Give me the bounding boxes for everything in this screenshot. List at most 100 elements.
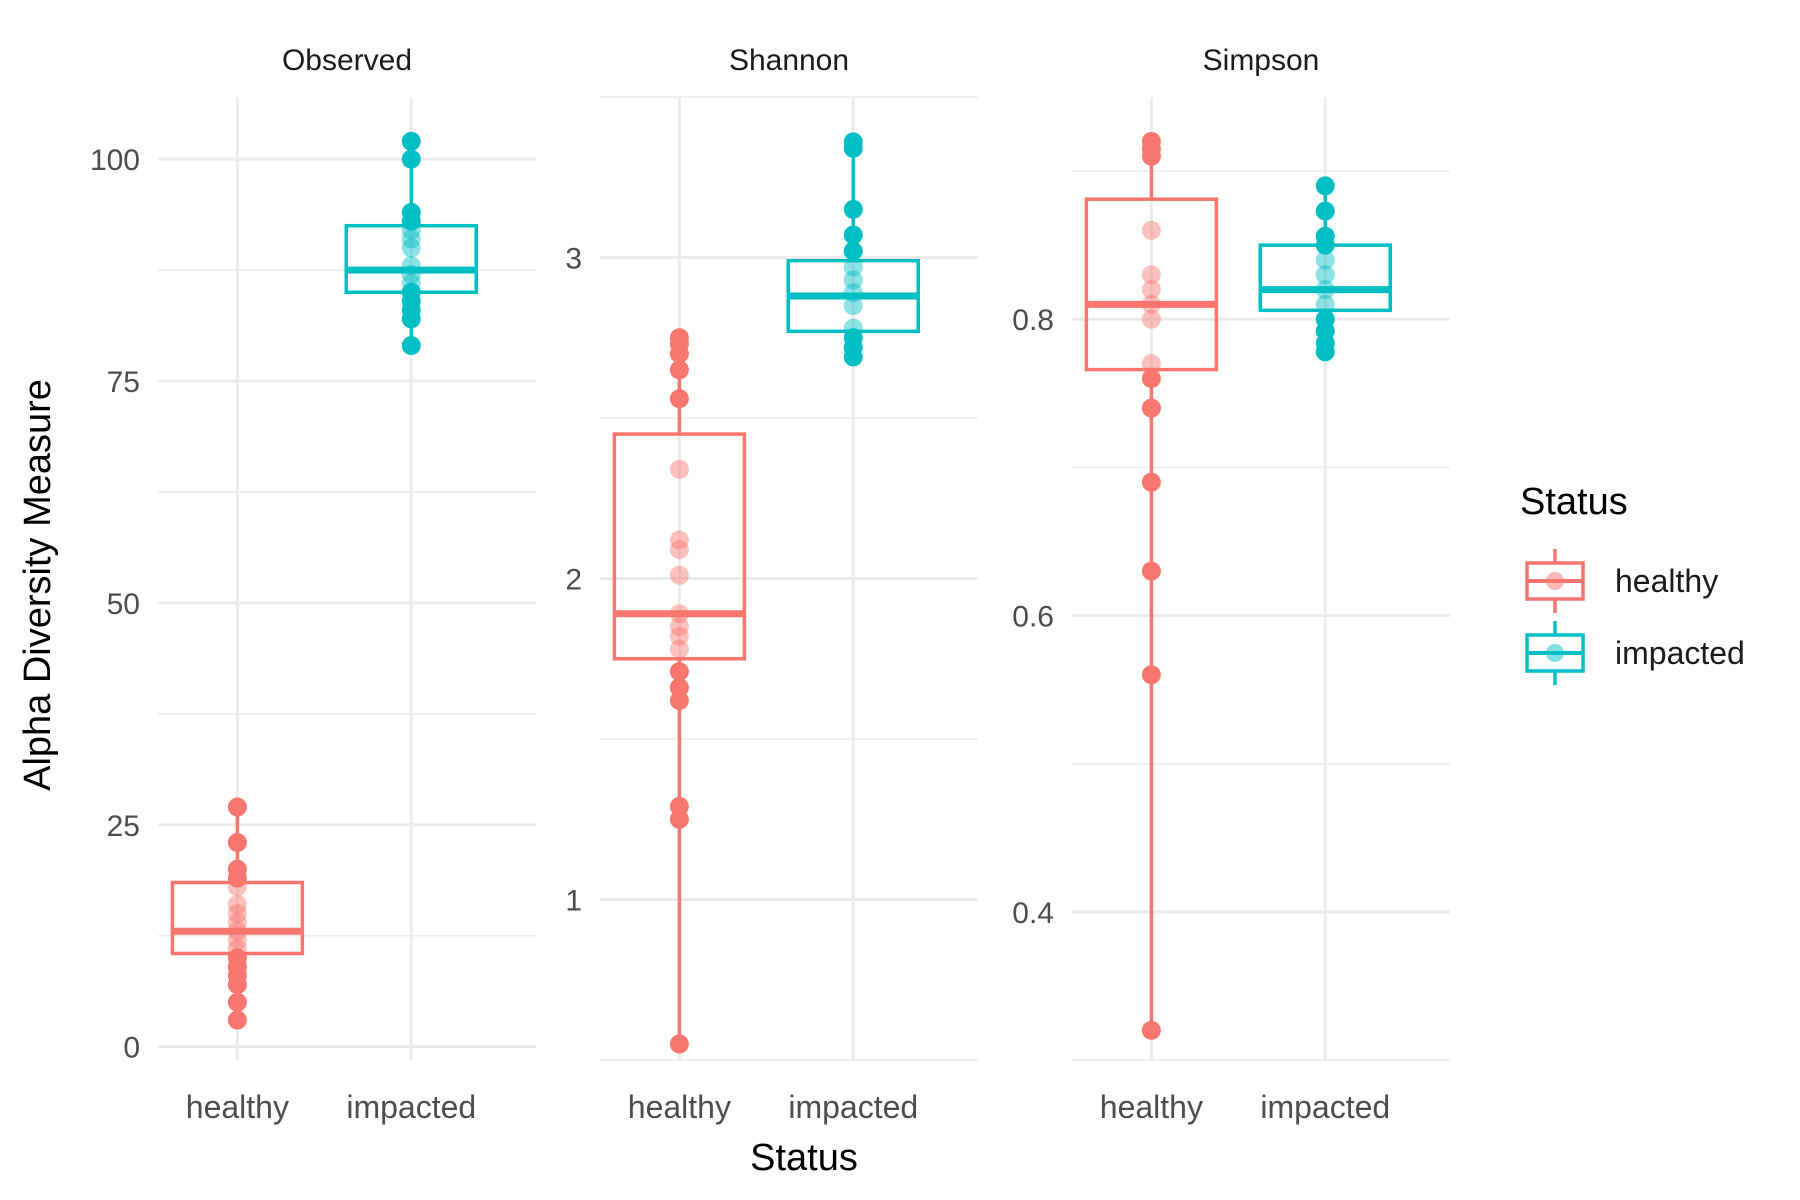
y-tick-label: 0.8 xyxy=(1012,304,1054,337)
data-point xyxy=(227,797,247,817)
facet-title: Observed xyxy=(282,44,412,77)
data-point xyxy=(227,939,247,959)
data-point xyxy=(843,296,863,316)
legend-label: healthy xyxy=(1615,563,1718,599)
data-point xyxy=(227,930,247,950)
y-tick-label: 75 xyxy=(107,366,140,399)
x-tick-label: healthy xyxy=(628,1089,731,1125)
data-point xyxy=(227,912,247,932)
data-point xyxy=(1141,309,1161,329)
data-point xyxy=(669,540,689,560)
data-point xyxy=(1315,265,1335,285)
data-point xyxy=(1315,294,1335,314)
data-point xyxy=(1315,176,1335,196)
data-point xyxy=(669,662,689,682)
data-point xyxy=(843,283,863,303)
y-tick-label: 3 xyxy=(565,243,582,276)
data-point xyxy=(1141,220,1161,240)
data-point xyxy=(1315,226,1335,246)
data-point xyxy=(1141,294,1161,314)
data-point xyxy=(843,270,863,290)
data-point xyxy=(401,131,421,151)
data-point xyxy=(669,565,689,585)
legend-items: healthy impacted xyxy=(1525,549,1745,685)
legend-label: impacted xyxy=(1615,635,1745,671)
y-tick-label: 2 xyxy=(565,564,582,597)
x-tick-label: impacted xyxy=(1260,1089,1390,1125)
facet-panels: 0 25 50 75 100 healthy impacted Observed 1 2 3 heal… xyxy=(90,44,1450,1125)
data-point xyxy=(669,389,689,409)
data-point xyxy=(1141,561,1161,581)
data-point xyxy=(669,1034,689,1054)
data-point xyxy=(843,199,863,219)
x-tick-label: healthy xyxy=(1100,1089,1203,1125)
data-point xyxy=(669,530,689,550)
box-healthy xyxy=(612,432,747,661)
data-point xyxy=(669,678,689,698)
data-point xyxy=(227,948,247,968)
data-point xyxy=(227,904,247,924)
facet-title: Simpson xyxy=(1203,44,1320,77)
y-tick-label: 100 xyxy=(90,144,140,177)
data-point xyxy=(1315,280,1335,300)
data-point xyxy=(401,202,421,222)
data-point xyxy=(669,617,689,637)
legend-point xyxy=(1546,644,1564,662)
y-axis-title: Alpha Diversity Measure xyxy=(17,379,59,791)
data-point xyxy=(669,360,689,380)
data-point xyxy=(1141,265,1161,285)
data-point xyxy=(1141,368,1161,388)
data-point xyxy=(401,265,421,285)
y-tick-label: 25 xyxy=(107,810,140,843)
data-point xyxy=(669,639,689,659)
data-point xyxy=(1141,398,1161,418)
legend-point xyxy=(1546,572,1564,590)
x-tick-label: impacted xyxy=(346,1089,476,1125)
data-point xyxy=(401,149,421,169)
y-tick-label: 1 xyxy=(565,885,582,918)
facet-simpson: 0.4 0.6 0.8 healthy impacted Simpson xyxy=(1012,44,1450,1125)
data-point xyxy=(227,833,247,853)
data-point xyxy=(843,318,863,338)
data-point xyxy=(1315,309,1335,329)
data-point xyxy=(401,229,421,249)
x-axis-title: Status xyxy=(750,1137,858,1179)
data-point xyxy=(843,225,863,245)
data-point xyxy=(843,257,863,277)
data-point xyxy=(401,256,421,276)
data-point xyxy=(401,336,421,356)
y-tick-label: 0.4 xyxy=(1012,897,1054,930)
data-point xyxy=(669,604,689,624)
data-point xyxy=(1315,201,1335,221)
data-point xyxy=(227,1010,247,1030)
data-point xyxy=(1141,131,1161,151)
legend-title: Status xyxy=(1520,481,1628,523)
data-point xyxy=(669,626,689,646)
data-point xyxy=(843,241,863,261)
facet-observed: 0 25 50 75 100 healthy impacted Observed xyxy=(90,44,536,1125)
data-point xyxy=(843,328,863,348)
data-point xyxy=(669,459,689,479)
facet-shannon: 1 2 3 healthy impacted Shannon xyxy=(565,44,978,1125)
legend-item-healthy: healthy xyxy=(1525,549,1718,613)
x-tick-label: healthy xyxy=(186,1089,289,1125)
legend-item-impacted: impacted xyxy=(1525,621,1745,685)
data-point xyxy=(227,992,247,1012)
data-point xyxy=(401,238,421,258)
data-point xyxy=(669,796,689,816)
facet-title: Shannon xyxy=(729,44,849,77)
data-point xyxy=(401,273,421,293)
y-tick-label: 0.6 xyxy=(1012,601,1054,634)
x-tick-label: impacted xyxy=(788,1089,918,1125)
y-tick-label: 0 xyxy=(123,1032,140,1065)
data-point xyxy=(669,328,689,348)
data-point xyxy=(1141,280,1161,300)
data-point xyxy=(843,132,863,152)
data-point xyxy=(401,282,421,302)
y-tick-label: 50 xyxy=(107,588,140,621)
data-point xyxy=(1141,472,1161,492)
data-point xyxy=(1141,1020,1161,1040)
data-point xyxy=(1141,354,1161,374)
data-point xyxy=(227,859,247,879)
data-point xyxy=(227,895,247,915)
